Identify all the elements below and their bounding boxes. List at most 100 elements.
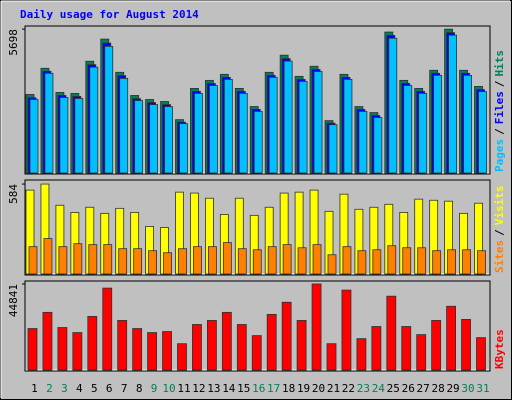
x-tick-label: 8 [136, 382, 143, 395]
bar [356, 338, 367, 371]
bar [238, 93, 248, 174]
x-tick-label: 26 [402, 382, 415, 395]
bar [433, 74, 443, 174]
bar [282, 244, 292, 275]
x-tick-label: 10 [162, 382, 175, 395]
bar [462, 249, 471, 275]
bar [283, 60, 293, 174]
bar [117, 320, 128, 371]
bar [311, 283, 322, 371]
bar [221, 311, 232, 371]
x-tick-label: 28 [432, 382, 445, 395]
x-tick-label: 9 [151, 382, 158, 395]
bar [163, 252, 172, 275]
bar [358, 111, 368, 174]
bar [44, 72, 54, 174]
x-tick-label: 21 [327, 382, 340, 395]
y-tick-label: 44841 [7, 284, 20, 317]
bar [402, 247, 412, 275]
bar [104, 45, 114, 174]
bar [298, 81, 308, 174]
bar [447, 249, 457, 275]
x-tick-label: 18 [282, 382, 295, 395]
x-tick-label: 22 [342, 382, 355, 395]
bar [463, 74, 472, 174]
chart-title: Daily usage for August 2014 [20, 8, 199, 21]
bar [371, 326, 382, 371]
bar [57, 327, 68, 371]
bar [448, 34, 458, 174]
y-tick-label: 584 [7, 184, 20, 204]
bar [312, 244, 322, 275]
bar [341, 289, 352, 371]
bar [372, 249, 382, 275]
bar [162, 331, 172, 371]
bar [478, 91, 487, 174]
bar [149, 104, 159, 174]
legend-entry: Visits [493, 186, 506, 226]
bar [89, 66, 99, 174]
bar [477, 250, 486, 275]
bar [268, 76, 278, 174]
bar [313, 71, 323, 174]
bar [134, 100, 144, 174]
bar [326, 343, 337, 371]
bar [432, 250, 442, 275]
x-tick-label: 5 [91, 382, 98, 395]
x-tick-label: 29 [446, 382, 459, 395]
bar [178, 248, 187, 275]
bar [58, 246, 68, 275]
bar [416, 334, 427, 371]
x-tick-label: 19 [297, 382, 310, 395]
bar [417, 247, 427, 275]
bar [29, 99, 39, 174]
bar [386, 295, 397, 371]
bar [251, 335, 262, 371]
bar [418, 93, 428, 174]
bar [147, 332, 158, 371]
bar [179, 123, 188, 174]
x-tick-label: 12 [192, 382, 205, 395]
bar [192, 324, 202, 371]
y-tick-label: 5698 [7, 29, 20, 55]
x-tick-label: 7 [121, 382, 128, 395]
legend-separator: / [493, 229, 506, 236]
bar [357, 250, 367, 275]
bar [193, 246, 202, 275]
bar [401, 326, 412, 371]
x-tick-label: 25 [387, 382, 400, 395]
bar [177, 343, 187, 371]
legend: Pages / Files / Hits [493, 50, 506, 172]
bar [27, 328, 38, 371]
bar [73, 243, 83, 275]
legend-entry: KBytes [493, 329, 506, 369]
x-tick-label: 13 [207, 382, 220, 395]
x-tick-label: 6 [106, 382, 113, 395]
x-tick-label: 1 [31, 382, 38, 395]
x-tick-label: 27 [417, 382, 430, 395]
x-tick-label: 2 [46, 382, 53, 395]
bar [132, 328, 143, 371]
x-tick-label: 16 [252, 382, 265, 395]
x-tick-label: 31 [476, 382, 489, 395]
legend-entry: Pages [493, 139, 506, 172]
bar [28, 246, 38, 275]
x-tick-label: 11 [177, 382, 190, 395]
bar [431, 320, 442, 371]
bar [403, 85, 413, 174]
x-tick-label: 3 [61, 382, 68, 395]
bar [133, 248, 143, 275]
bar [119, 78, 129, 174]
bar [237, 248, 247, 275]
bar [461, 319, 471, 371]
bar [59, 97, 69, 174]
bar [72, 332, 83, 371]
bar [236, 324, 247, 371]
bar [342, 246, 352, 275]
bar [118, 248, 128, 275]
x-tick-label: 4 [76, 382, 83, 395]
legend-separator: / [493, 80, 506, 87]
bar [223, 79, 233, 174]
